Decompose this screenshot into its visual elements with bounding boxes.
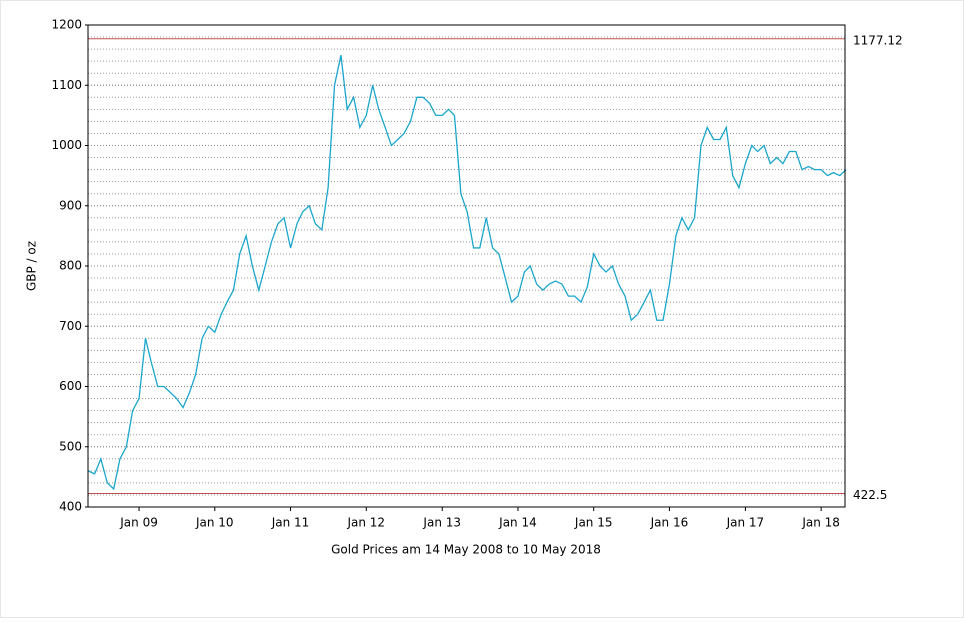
y-tick-label: 800 <box>59 259 82 273</box>
y-tick-label: 1200 <box>51 18 82 32</box>
x-tick-label: Jan 11 <box>271 516 310 530</box>
chart-title: Gold Prices am 14 May 2008 to 10 May 201… <box>331 543 601 557</box>
y-axis-label: GBP / oz <box>25 241 39 291</box>
x-tick-label: Jan 10 <box>195 516 234 530</box>
y-tick-label: 700 <box>59 319 82 333</box>
plot-border <box>87 24 846 508</box>
x-tick-label: Jan 12 <box>346 516 385 530</box>
reference-label: 422.5 <box>853 488 887 502</box>
y-tick-label: 1100 <box>51 78 82 92</box>
y-tick-label: 900 <box>59 198 82 212</box>
x-tick-label: Jan 18 <box>801 516 840 530</box>
x-tick-label: Jan 13 <box>422 516 461 530</box>
x-tick-label: Jan 09 <box>119 516 158 530</box>
reference-label: 1177.12 <box>853 33 903 47</box>
y-tick-label: 1000 <box>51 138 82 152</box>
y-tick-label: 400 <box>59 500 82 514</box>
y-tick-label: 500 <box>59 439 82 453</box>
price-line <box>87 54 847 491</box>
x-tick-label: Jan 17 <box>726 516 765 530</box>
y-tick-label: 600 <box>59 379 82 393</box>
x-tick-label: Jan 14 <box>498 516 537 530</box>
x-tick-label: Jan 15 <box>574 516 613 530</box>
x-tick-label: Jan 16 <box>650 516 689 530</box>
